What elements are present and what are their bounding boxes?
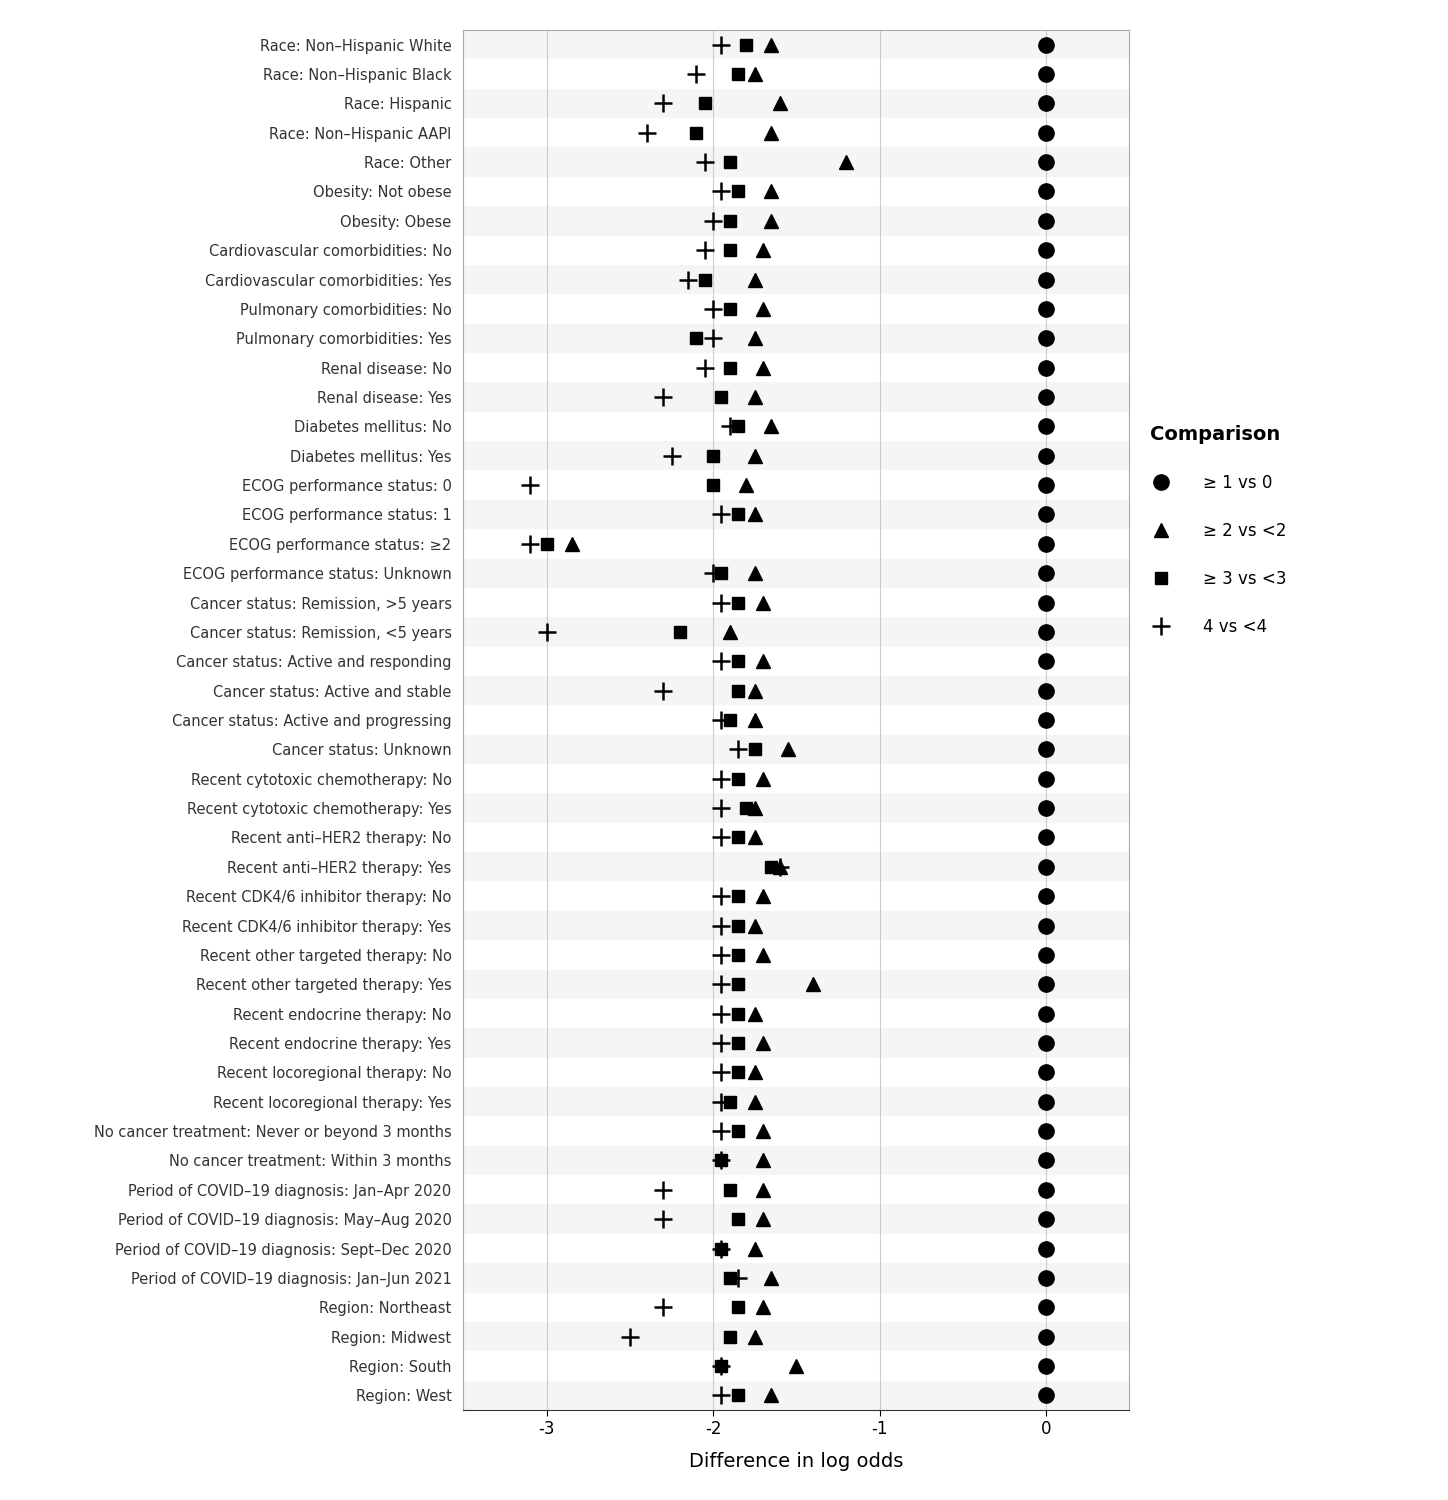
Bar [463,411,1129,441]
Bar [463,118,1129,147]
Bar [463,294,1129,324]
Bar [463,1234,1129,1263]
X-axis label: Difference in log odds: Difference in log odds [689,1452,904,1472]
Bar [463,558,1129,588]
Bar [463,616,1129,646]
Bar [463,60,1129,88]
Bar [463,588,1129,616]
Bar [463,530,1129,558]
Bar [463,705,1129,735]
Bar [463,1088,1129,1116]
Bar [463,1029,1129,1057]
Bar [463,735,1129,764]
Bar [463,1146,1129,1174]
Bar [463,969,1129,999]
Bar [463,177,1129,206]
Bar [463,1352,1129,1380]
Bar [463,882,1129,910]
Bar [463,324,1129,352]
Bar [463,30,1129,60]
Bar [463,88,1129,118]
Bar [463,471,1129,500]
Bar [463,646,1129,676]
Bar [463,352,1129,382]
Bar [463,999,1129,1029]
Bar [463,266,1129,294]
Bar [463,1322,1129,1352]
Bar [463,910,1129,940]
Bar [463,382,1129,411]
Bar [463,147,1129,177]
Bar [463,794,1129,824]
Bar [463,940,1129,969]
Bar [463,441,1129,471]
Bar [463,1263,1129,1293]
Bar [463,1293,1129,1322]
Bar [463,1058,1129,1088]
Bar [463,236,1129,266]
Bar [463,500,1129,530]
Bar [463,1204,1129,1234]
Bar [463,852,1129,882]
Bar [463,206,1129,236]
Bar [463,676,1129,705]
Bar [463,824,1129,852]
Bar [463,1116,1129,1146]
Bar [463,1380,1129,1410]
Bar [463,1174,1129,1204]
Bar [463,764,1129,794]
Legend: ≥ 1 vs 0, ≥ 2 vs <2, ≥ 3 vs <3, 4 vs <4: ≥ 1 vs 0, ≥ 2 vs <2, ≥ 3 vs <3, 4 vs <4 [1144,424,1286,636]
